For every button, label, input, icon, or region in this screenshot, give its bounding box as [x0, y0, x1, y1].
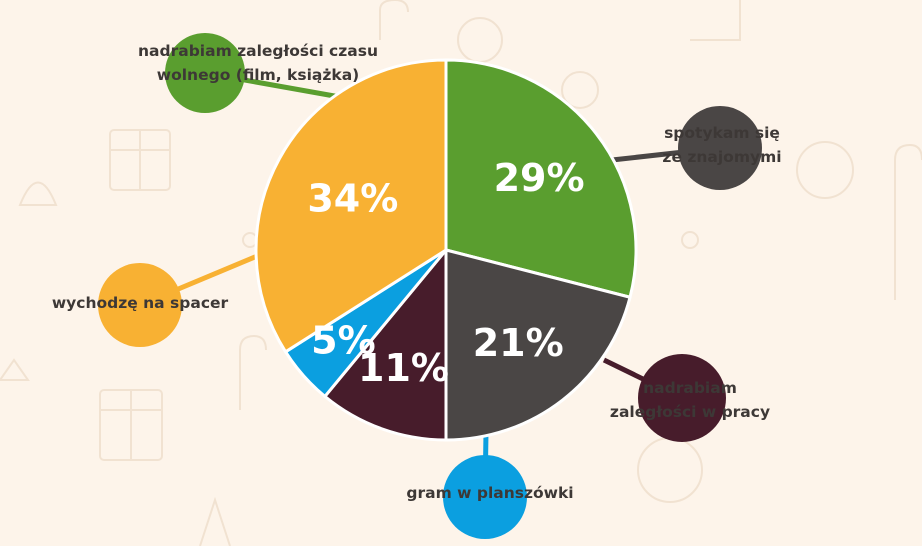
slice-value-label: 34% [307, 177, 398, 221]
pie-slice [254, 58, 448, 354]
pie-slice [444, 248, 632, 442]
pie-slice [444, 58, 638, 299]
slice-value-label: 5% [311, 319, 376, 363]
pie-slices [254, 58, 638, 442]
callout-label: spotykam się ze znajomymi [662, 124, 781, 166]
callout-bubble [165, 33, 245, 113]
callout-bubble [98, 263, 182, 347]
callout-label: nadrabiam zaległości czasu wolnego (film,… [138, 42, 378, 84]
callout-label: gram w planszówki [406, 484, 573, 502]
callout-bubbles [98, 33, 762, 539]
pie-value-labels: 29% 21% 11%5% 34% [307, 156, 584, 390]
callout-bubble [638, 354, 726, 442]
callout-label: nadrabiam zaległości w pracy [610, 379, 770, 421]
slice-value-label: 11% [358, 346, 449, 390]
callout-label: wychodzę na spacer [52, 294, 229, 312]
slice-value-label: 21% [473, 321, 564, 365]
slice-value-label: 29% [494, 156, 585, 200]
callout-bubble [443, 455, 527, 539]
callout-bubble [678, 106, 762, 190]
callout-labels: nadrabiam zaległości czasu wolnego (film,… [52, 42, 782, 502]
pie-slice [323, 248, 448, 442]
